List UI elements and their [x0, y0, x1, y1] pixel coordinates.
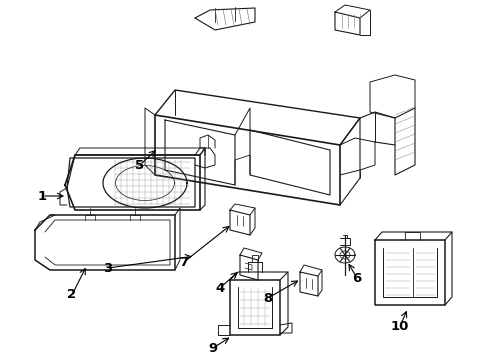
Text: 4: 4 [216, 282, 224, 294]
Text: 3: 3 [103, 261, 113, 274]
Text: 5: 5 [135, 158, 145, 171]
Text: 9: 9 [208, 342, 218, 355]
Text: 8: 8 [264, 292, 272, 305]
Text: 2: 2 [68, 288, 76, 302]
Text: 10: 10 [391, 320, 409, 333]
Text: 6: 6 [352, 271, 362, 284]
Text: 7: 7 [179, 256, 189, 269]
Text: 1: 1 [37, 189, 47, 202]
